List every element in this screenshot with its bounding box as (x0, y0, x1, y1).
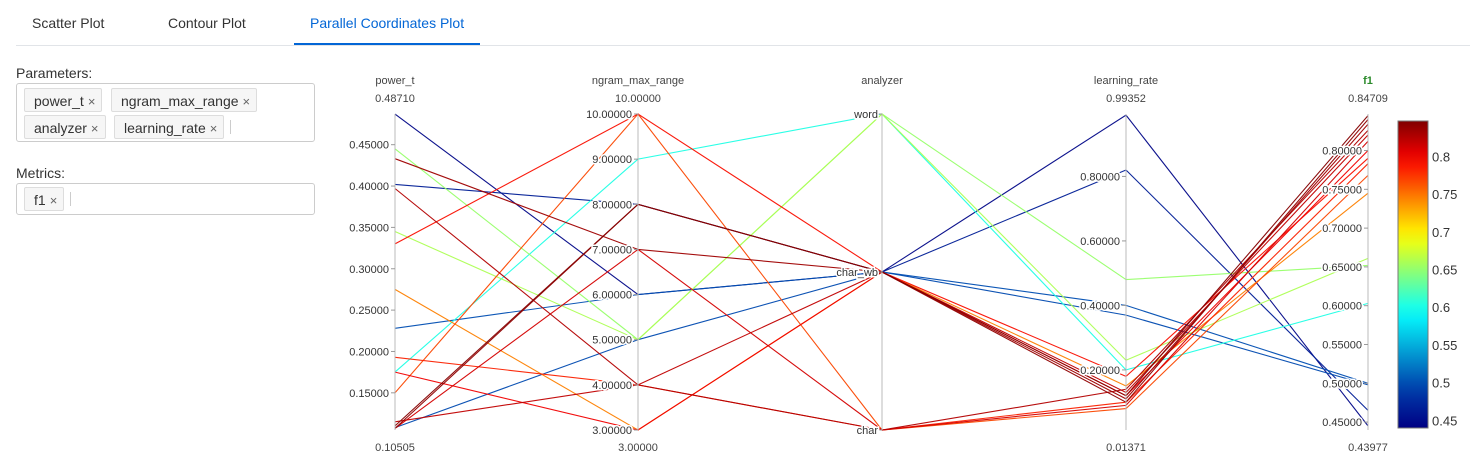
tick-label: 7.00000 (592, 244, 632, 256)
remove-learning-rate-icon[interactable]: × (209, 121, 218, 136)
parameters-select[interactable]: power_t × ngram_max_range × analyzer × lear… (16, 83, 315, 142)
chip-label: power_t (34, 93, 84, 109)
tick-label: 10.00000 (586, 109, 632, 121)
tick-label: 5.00000 (592, 335, 632, 347)
tick-label: char_wb (836, 267, 878, 279)
tick-label: 0.35000 (349, 222, 389, 234)
tick-label: 3.00000 (592, 425, 632, 437)
chip-label: learning_rate (124, 120, 206, 136)
colorbar-tick-label: 0.55 (1432, 338, 1457, 353)
colorbar-tick-label: 0.8 (1432, 149, 1450, 164)
tick-label: char (857, 425, 879, 437)
colorbar-tick-label: 0.7 (1432, 225, 1450, 240)
remove-ngram-max-range-icon[interactable]: × (242, 94, 251, 109)
colorbar-tick-label: 0.5 (1432, 376, 1450, 391)
chip-label: f1 (34, 192, 46, 208)
tick-label: 0.40000 (1080, 300, 1120, 312)
colorbar-tick-label: 0.65 (1432, 263, 1457, 278)
axis-max-label: 0.48710 (375, 93, 415, 105)
tick-label: 0.50000 (1322, 378, 1362, 390)
axis-min-label: 0.43977 (1348, 442, 1388, 454)
chip-power-t: power_t × (24, 88, 103, 112)
chip-label: ngram_max_range (121, 93, 239, 109)
axis-title: ngram_max_range (592, 75, 684, 87)
tick-label: 0.20000 (349, 346, 389, 358)
colorbar-tick-label: 0.6 (1432, 300, 1450, 315)
tick-label: 8.00000 (592, 199, 632, 211)
tick-label: 0.15000 (349, 388, 389, 400)
axis-max-label: 0.99352 (1106, 93, 1146, 105)
remove-power-t-icon[interactable]: × (87, 94, 96, 109)
text-cursor (70, 192, 71, 206)
axis-title: f1 (1363, 75, 1373, 87)
tick-label: 4.00000 (592, 380, 632, 392)
tick-label: 0.75000 (1322, 184, 1362, 196)
remove-analyzer-icon[interactable]: × (90, 121, 99, 136)
remove-f1-icon[interactable]: × (49, 193, 58, 208)
tick-label: 0.70000 (1322, 223, 1362, 235)
tick-label: 0.60000 (1080, 236, 1120, 248)
tick-label: 6.00000 (592, 290, 632, 302)
metrics-select[interactable]: f1 × (16, 183, 315, 215)
tab-bar: Scatter Plot Contour Plot Parallel Coord… (16, 0, 1470, 46)
tick-label: 0.55000 (1322, 339, 1362, 351)
axis-max-label: 10.00000 (615, 93, 661, 105)
tick-label: 0.80000 (1322, 146, 1362, 158)
tick-label: 0.80000 (1080, 171, 1120, 183)
tab-contour-plot[interactable]: Contour Plot (168, 15, 246, 31)
tab-scatter-plot[interactable]: Scatter Plot (32, 15, 105, 31)
tick-label: word (853, 109, 878, 121)
colorbar-tick-label: 0.45 (1432, 413, 1457, 428)
tick-label: 9.00000 (592, 154, 632, 166)
axis-title: learning_rate (1094, 75, 1158, 87)
axis-min-label: 3.00000 (618, 442, 658, 454)
axis-min-label: 0.10505 (375, 442, 415, 454)
tick-label: 0.60000 (1322, 301, 1362, 313)
tick-label: 0.45000 (1322, 417, 1362, 429)
tick-label: 0.40000 (349, 181, 389, 193)
parameters-label: Parameters: (16, 65, 93, 81)
axis-title: analyzer (861, 75, 903, 87)
tick-label: 0.25000 (349, 305, 389, 317)
chip-f1: f1 × (24, 187, 65, 211)
chip-ngram-max-range: ngram_max_range × (111, 88, 258, 112)
text-cursor (230, 120, 231, 134)
axis-title: power_t (375, 75, 414, 87)
metrics-label: Metrics: (16, 165, 65, 181)
chip-analyzer: analyzer × (24, 115, 106, 139)
chip-label: analyzer (34, 120, 87, 136)
chip-learning-rate: learning_rate × (114, 115, 225, 139)
colorbar-tick-label: 0.75 (1432, 187, 1457, 202)
tick-label: 0.65000 (1322, 262, 1362, 274)
tick-label: 0.20000 (1080, 365, 1120, 377)
tab-parallel-coordinates-plot[interactable]: Parallel Coordinates Plot (294, 0, 481, 45)
tick-label: 0.30000 (349, 264, 389, 276)
tick-label: 0.45000 (349, 140, 389, 152)
axis-min-label: 0.01371 (1106, 442, 1146, 454)
colorbar (1397, 120, 1429, 429)
axis-max-label: 0.84709 (1348, 93, 1388, 105)
